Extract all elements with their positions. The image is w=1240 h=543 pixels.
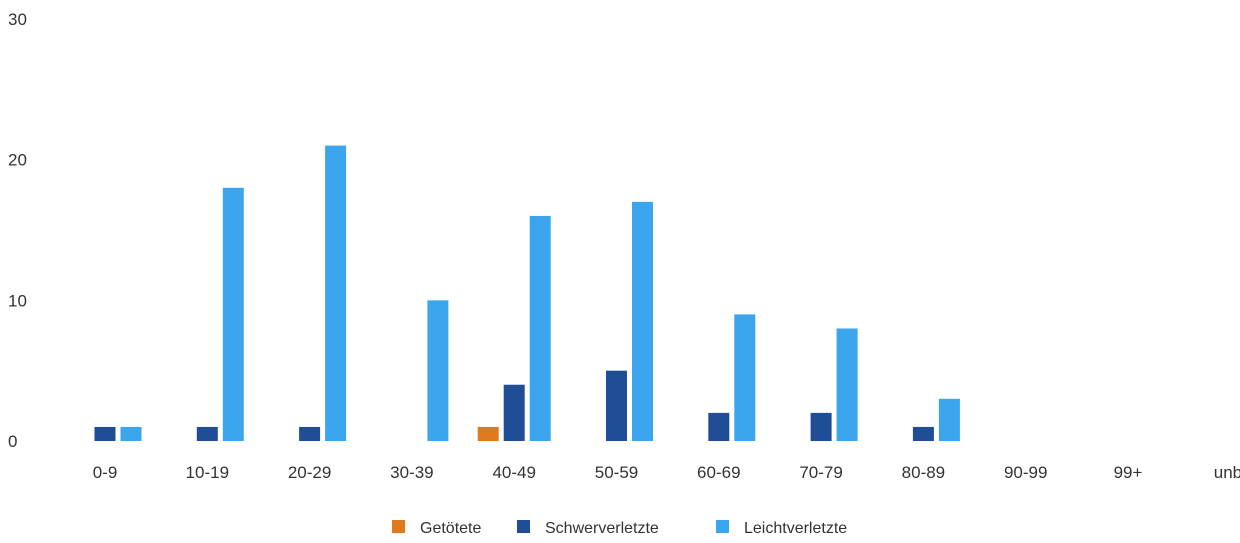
legend-label-schwerverletzte: Schwerverletzte: [545, 520, 659, 537]
legend-label-getötete: Getötete: [420, 520, 481, 537]
x-tick-label: 99+: [1114, 463, 1143, 482]
bar-schwerverletzte-50-59: [606, 370, 627, 441]
x-tick-label: 50-59: [595, 463, 638, 482]
y-axis: 0 10 20 30: [8, 10, 27, 451]
legend-swatch-leichtverletzte: [716, 520, 729, 533]
bar-schwerverletzte-40-49: [503, 384, 525, 441]
bars: [94, 145, 960, 441]
legend: Getötete Schwerverletzte Leichtverletzte: [392, 520, 847, 537]
bar-schwerverletzte-70-79: [810, 412, 832, 441]
legend-swatch-getötete: [392, 520, 405, 533]
x-tick-label: unb.: [1214, 463, 1240, 482]
x-axis: 0-9 10-19 20-29 30-39 40-49 50-59 60-69 70-79 80…: [93, 463, 1240, 482]
bar-leichtverletzte-10-19: [222, 187, 244, 441]
bar-leichtverletzte-70-79: [836, 328, 858, 441]
bar-leichtverletzte-50-59: [632, 201, 653, 441]
y-tick-label: 20: [8, 151, 27, 170]
bar-leichtverletzte-80-89: [938, 398, 960, 441]
x-tick-label: 80-89: [902, 463, 945, 482]
x-tick-label: 30-39: [390, 463, 433, 482]
y-tick-label: 0: [8, 432, 17, 451]
bar-leichtverletzte-0-9: [120, 426, 142, 441]
bar-leichtverletzte-20-29: [325, 145, 347, 441]
x-tick-label: 90-99: [1004, 463, 1047, 482]
bar-schwerverletzte-0-9: [94, 426, 116, 441]
bar-leichtverletzte-30-39: [427, 300, 449, 441]
bar-schwerverletzte-80-89: [912, 426, 934, 441]
x-tick-label: 40-49: [492, 463, 535, 482]
bar-schwerverletzte-60-69: [708, 412, 730, 441]
bar-getötete-40-49: [477, 426, 499, 441]
x-tick-label: 60-69: [697, 463, 740, 482]
legend-label-leichtverletzte: Leichtverletzte: [744, 520, 847, 537]
x-tick-label: 20-29: [288, 463, 331, 482]
y-tick-label: 10: [8, 291, 27, 310]
bar-leichtverletzte-60-69: [734, 314, 756, 441]
x-tick-label: 10-19: [186, 463, 229, 482]
x-tick-label: 70-79: [799, 463, 842, 482]
legend-swatch-schwerverletzte: [517, 520, 530, 533]
y-tick-label: 30: [8, 10, 27, 29]
bar-schwerverletzte-20-29: [299, 426, 321, 441]
bar-leichtverletzte-40-49: [529, 215, 551, 441]
bar-schwerverletzte-10-19: [196, 426, 218, 441]
x-tick-label: 0-9: [93, 463, 118, 482]
